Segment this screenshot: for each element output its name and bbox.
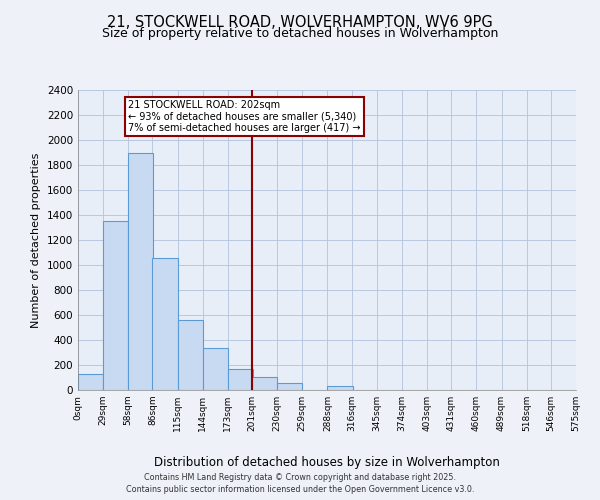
Bar bbox=[152, 258, 178, 390]
Bar bbox=[277, 382, 302, 390]
Bar bbox=[128, 152, 154, 390]
Bar bbox=[228, 370, 253, 390]
Y-axis label: Number of detached properties: Number of detached properties bbox=[31, 152, 41, 328]
Text: Distribution of detached houses by size in Wolverhampton: Distribution of detached houses by size … bbox=[154, 456, 500, 469]
Bar bbox=[203, 348, 228, 390]
Bar bbox=[78, 374, 103, 390]
Text: 21, STOCKWELL ROAD, WOLVERHAMPTON, WV6 9PG: 21, STOCKWELL ROAD, WOLVERHAMPTON, WV6 9… bbox=[107, 15, 493, 30]
Text: 21 STOCKWELL ROAD: 202sqm
← 93% of detached houses are smaller (5,340)
7% of sem: 21 STOCKWELL ROAD: 202sqm ← 93% of detac… bbox=[128, 100, 361, 133]
Bar bbox=[328, 386, 353, 390]
Bar bbox=[178, 320, 203, 390]
Text: Size of property relative to detached houses in Wolverhampton: Size of property relative to detached ho… bbox=[102, 28, 498, 40]
Bar bbox=[252, 377, 277, 390]
Text: Contains HM Land Registry data © Crown copyright and database right 2025.
Contai: Contains HM Land Registry data © Crown c… bbox=[126, 472, 474, 494]
Bar bbox=[103, 221, 128, 390]
